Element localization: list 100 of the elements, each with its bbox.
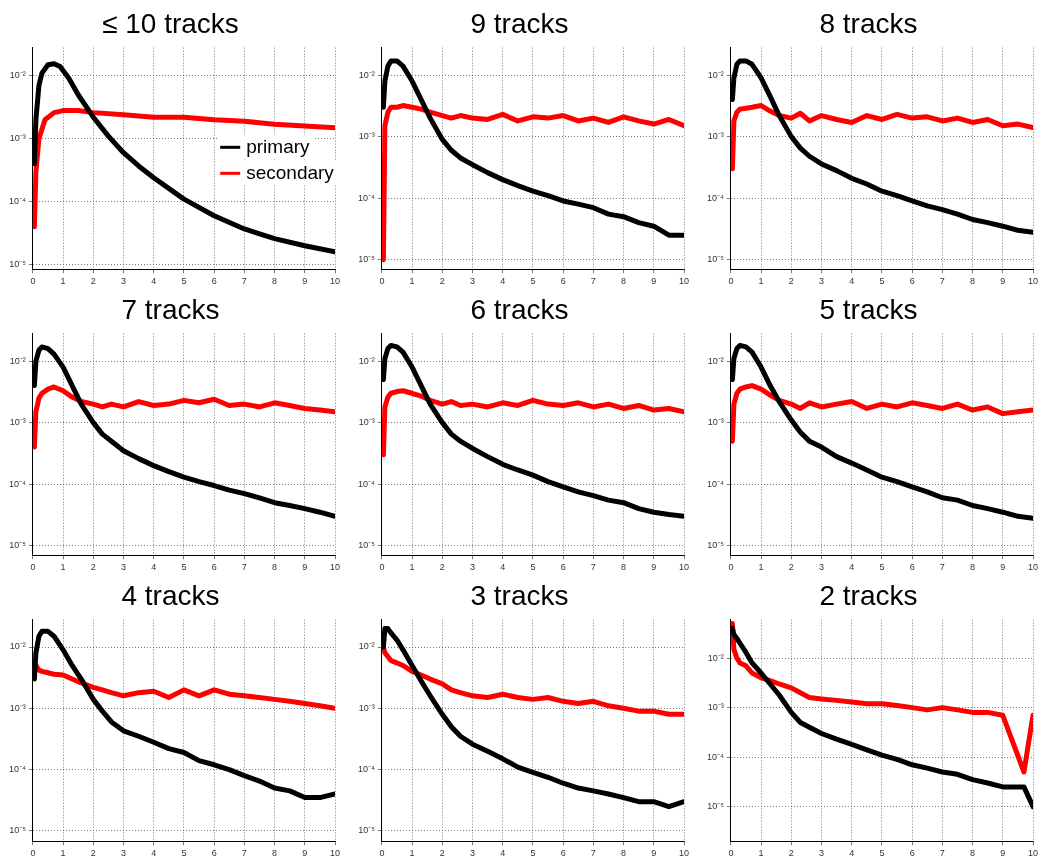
chart-title: 8 tracks (819, 7, 918, 39)
chart-title: 5 tracks (819, 293, 918, 325)
x-tick-label: 8 (970, 562, 976, 573)
x-tick-label: 10 (329, 848, 341, 859)
x-tick-label: 6 (909, 276, 915, 287)
x-tick-label: 3 (121, 848, 127, 859)
x-tick-label: 5 (530, 562, 536, 573)
y-tick-label: 10⁻⁴ (8, 478, 26, 489)
x-tick-label: 2 (90, 848, 96, 859)
x-tick-label: 7 (241, 276, 247, 287)
x-tick-label: 10 (1027, 276, 1039, 287)
x-tick-label: 3 (470, 848, 476, 859)
x-tick-label: 1 (60, 276, 66, 287)
x-tick-label: 8 (621, 848, 627, 859)
x-tick-label: 6 (909, 562, 915, 573)
x-tick-label: 1 (60, 562, 66, 573)
x-tick-label: 2 (788, 562, 794, 573)
x-tick-label: 9 (1000, 848, 1006, 859)
x-tick-label: 5 (181, 276, 187, 287)
y-tick-label: 10⁻⁴ (706, 478, 724, 489)
x-tick-label: 4 (151, 848, 157, 859)
x-tick-label: 8 (621, 276, 627, 287)
x-tick-label: 4 (849, 562, 855, 573)
chart-title: 9 tracks (470, 7, 569, 39)
x-tick-label: 2 (439, 276, 445, 287)
x-tick-label: 0 (728, 276, 734, 287)
x-tick-label: 2 (90, 276, 96, 287)
x-tick-label: 5 (879, 562, 885, 573)
x-tick-label: 1 (409, 562, 415, 573)
x-tick-label: 1 (409, 848, 415, 859)
x-tick-label: 8 (272, 848, 278, 859)
y-tick-label: 10⁻⁴ (706, 192, 724, 203)
x-tick-label: 0 (30, 562, 36, 573)
y-tick-label: 10⁻⁴ (357, 192, 375, 203)
x-tick-label: 5 (879, 276, 885, 287)
y-tick-label: 10⁻⁵ (9, 540, 27, 551)
chart-title: 3 tracks (470, 579, 569, 611)
y-tick-label: 10⁻² (358, 641, 375, 652)
x-tick-label: 7 (590, 848, 596, 859)
x-tick-label: 4 (500, 276, 506, 287)
x-tick-label: 4 (151, 562, 157, 573)
y-tick-label: 10⁻⁴ (8, 764, 26, 775)
y-tick-label: 10⁻³ (707, 131, 724, 142)
x-tick-label: 6 (211, 562, 217, 573)
y-tick-label: 10⁻⁵ (358, 825, 376, 836)
x-tick-label: 9 (302, 276, 308, 287)
y-tick-label: 10⁻³ (707, 417, 724, 428)
y-tick-label: 10⁻³ (9, 702, 26, 713)
chart-title: 6 tracks (470, 293, 569, 325)
x-tick-label: 2 (90, 562, 96, 573)
y-tick-label: 10⁻⁵ (358, 540, 376, 551)
x-tick-label: 8 (272, 276, 278, 287)
chart-title: 4 tracks (121, 579, 220, 611)
x-tick-label: 8 (621, 562, 627, 573)
x-tick-label: 6 (211, 276, 217, 287)
x-tick-label: 3 (819, 562, 825, 573)
x-tick-label: 4 (151, 276, 157, 287)
x-tick-label: 6 (909, 848, 915, 859)
y-tick-label: 10⁻⁴ (357, 478, 375, 489)
y-tick-label: 10⁻³ (9, 133, 26, 144)
x-tick-label: 7 (590, 276, 596, 287)
x-tick-label: 1 (758, 276, 764, 287)
chart-title: ≤ 10 tracks (102, 7, 239, 39)
y-tick-label: 10⁻² (707, 69, 724, 80)
x-tick-label: 9 (302, 562, 308, 573)
y-tick-label: 10⁻² (9, 355, 26, 366)
x-tick-label: 10 (678, 276, 690, 287)
x-tick-label: 3 (470, 276, 476, 287)
x-tick-label: 7 (241, 562, 247, 573)
x-tick-label: 9 (302, 848, 308, 859)
x-tick-label: 10 (678, 562, 690, 573)
x-tick-label: 5 (530, 276, 536, 287)
y-tick-label: 10⁻² (9, 641, 26, 652)
x-tick-label: 9 (651, 276, 657, 287)
x-tick-label: 9 (651, 848, 657, 859)
x-tick-label: 2 (439, 848, 445, 859)
y-tick-label: 10⁻⁵ (707, 254, 725, 265)
x-tick-label: 6 (560, 848, 566, 859)
x-tick-label: 7 (939, 562, 945, 573)
x-tick-label: 4 (849, 276, 855, 287)
y-tick-label: 10⁻² (358, 69, 375, 80)
y-tick-label: 10⁻⁴ (706, 751, 724, 762)
y-tick-label: 10⁻³ (707, 702, 724, 713)
x-tick-label: 3 (470, 562, 476, 573)
x-tick-label: 6 (560, 562, 566, 573)
y-tick-label: 10⁻⁵ (9, 259, 27, 270)
x-tick-label: 4 (500, 848, 506, 859)
y-tick-label: 10⁻³ (9, 417, 26, 428)
y-tick-label: 10⁻⁵ (358, 254, 376, 265)
x-tick-label: 6 (560, 276, 566, 287)
y-tick-label: 10⁻⁴ (357, 764, 375, 775)
chart-title: 2 tracks (819, 579, 918, 611)
y-tick-label: 10⁻³ (358, 131, 375, 142)
y-tick-label: 10⁻⁵ (9, 825, 27, 836)
x-tick-label: 0 (379, 848, 385, 859)
y-tick-label: 10⁻³ (358, 417, 375, 428)
y-tick-label: 10⁻² (9, 70, 26, 81)
x-tick-label: 1 (60, 848, 66, 859)
x-tick-label: 9 (651, 562, 657, 573)
x-tick-label: 9 (1000, 276, 1006, 287)
